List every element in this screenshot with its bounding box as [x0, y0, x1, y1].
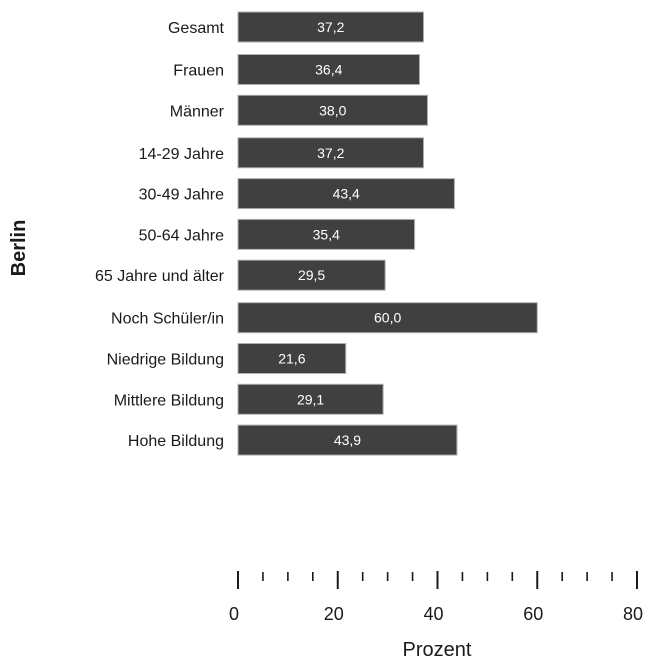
category-label: 14-29 Jahre	[139, 146, 224, 163]
bar-value-label: 60,0	[374, 310, 401, 326]
bar-2	[237, 94, 429, 126]
bar-5	[237, 218, 416, 250]
category-label: Gesamt	[168, 20, 225, 37]
category-label: Mittlere Bildung	[114, 392, 224, 409]
category-label: 50-64 Jahre	[139, 227, 224, 244]
x-tick-label: 40	[423, 604, 443, 624]
category-label: Hohe Bildung	[128, 433, 224, 450]
bar-4	[237, 178, 455, 210]
bar-6	[237, 259, 386, 291]
bar-value-label: 35,4	[313, 226, 340, 242]
y-axis-title: Berlin	[8, 220, 30, 277]
bar-3	[237, 137, 425, 169]
category-label: 65 Jahre und älter	[95, 268, 225, 285]
x-tick-label: 80	[623, 604, 643, 624]
bar-value-label: 29,1	[297, 391, 324, 407]
x-tick-label: 20	[324, 604, 344, 624]
category-label: Noch Schüler/in	[111, 311, 224, 328]
bar-value-label: 43,9	[334, 432, 361, 448]
bar-value-label: 37,2	[317, 145, 344, 161]
bar-value-label: 43,4	[333, 186, 360, 202]
bar-10	[237, 424, 458, 456]
bar-9	[237, 383, 384, 415]
bar-value-label: 37,2	[317, 19, 344, 35]
x-axis-title: Prozent	[403, 639, 472, 661]
category-label: 30-49 Jahre	[139, 187, 224, 204]
category-label: Männer	[170, 103, 225, 120]
category-label: Niedrige Bildung	[107, 352, 224, 369]
bar-7	[237, 302, 538, 334]
bar-0	[237, 11, 425, 43]
x-tick-label: 0	[229, 604, 239, 624]
x-tick-label: 60	[523, 604, 543, 624]
bar-value-label: 38,0	[319, 102, 346, 118]
bar-8	[237, 343, 347, 374]
bar-value-label: 29,5	[298, 267, 325, 283]
bar-value-label: 21,6	[278, 351, 305, 367]
category-label: Frauen	[173, 63, 224, 80]
bar-1	[237, 54, 421, 85]
bar-value-label: 36,4	[315, 62, 342, 78]
